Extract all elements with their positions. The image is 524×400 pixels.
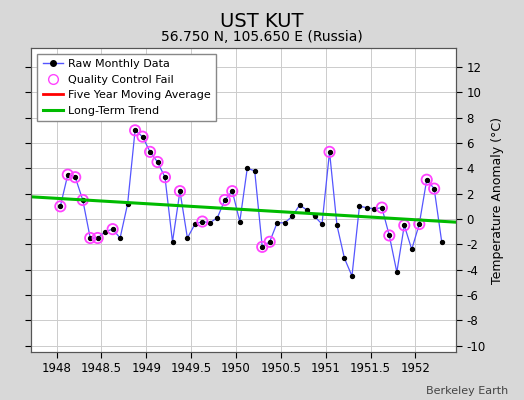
Point	[303, 207, 311, 213]
Point	[221, 197, 229, 203]
Point	[86, 235, 94, 241]
Point	[236, 218, 244, 225]
Point	[385, 232, 394, 239]
Point	[438, 238, 446, 245]
Point	[340, 255, 348, 262]
Point	[400, 222, 409, 228]
Point	[333, 222, 341, 228]
Point	[310, 213, 319, 220]
Point	[138, 134, 147, 140]
Point	[430, 186, 439, 192]
Point	[63, 172, 72, 178]
Point	[205, 220, 214, 226]
Point	[56, 203, 64, 210]
Point	[408, 246, 416, 253]
Point	[325, 149, 334, 155]
Point	[131, 127, 139, 134]
Point	[415, 221, 423, 227]
Point	[378, 204, 386, 211]
Point	[422, 176, 431, 183]
Point	[296, 202, 304, 208]
Point	[273, 220, 281, 226]
Point	[422, 176, 431, 183]
Point	[355, 203, 364, 210]
Point	[138, 134, 147, 140]
Point	[131, 127, 139, 134]
Point	[124, 201, 132, 207]
Legend: Raw Monthly Data, Quality Control Fail, Five Year Moving Average, Long-Term Tren: Raw Monthly Data, Quality Control Fail, …	[37, 54, 216, 121]
Point	[101, 228, 110, 235]
Point	[348, 273, 356, 279]
Point	[63, 172, 72, 178]
Point	[385, 232, 394, 239]
Point	[71, 174, 80, 180]
Point	[116, 235, 124, 241]
Point	[168, 238, 177, 245]
Text: UST KUT: UST KUT	[220, 12, 304, 31]
Point	[93, 235, 102, 241]
Point	[176, 188, 184, 194]
Point	[161, 174, 169, 180]
Point	[93, 235, 102, 241]
Point	[146, 149, 154, 155]
Point	[56, 203, 64, 210]
Point	[250, 168, 259, 174]
Point	[415, 221, 423, 227]
Point	[325, 149, 334, 155]
Point	[176, 188, 184, 194]
Point	[258, 244, 266, 250]
Point	[288, 213, 296, 220]
Point	[198, 218, 206, 225]
Point	[79, 197, 87, 203]
Point	[392, 269, 401, 275]
Y-axis label: Temperature Anomaly (°C): Temperature Anomaly (°C)	[491, 116, 504, 284]
Text: Berkeley Earth: Berkeley Earth	[426, 386, 508, 396]
Point	[243, 165, 252, 172]
Point	[198, 218, 206, 225]
Point	[228, 188, 236, 194]
Point	[161, 174, 169, 180]
Point	[183, 235, 192, 241]
Point	[154, 159, 162, 165]
Point	[108, 226, 117, 232]
Point	[191, 221, 199, 227]
Point	[86, 235, 94, 241]
Point	[146, 149, 154, 155]
Point	[430, 186, 439, 192]
Point	[258, 244, 266, 250]
Point	[228, 188, 236, 194]
Point	[71, 174, 80, 180]
Point	[318, 221, 326, 227]
Point	[213, 214, 222, 221]
Point	[378, 204, 386, 211]
Point	[363, 204, 371, 211]
Point	[266, 238, 274, 245]
Point	[266, 238, 274, 245]
Point	[154, 159, 162, 165]
Point	[280, 220, 289, 226]
Text: 56.750 N, 105.650 E (Russia): 56.750 N, 105.650 E (Russia)	[161, 30, 363, 44]
Point	[79, 197, 87, 203]
Point	[400, 222, 409, 228]
Point	[221, 197, 229, 203]
Point	[370, 206, 379, 212]
Point	[108, 226, 117, 232]
